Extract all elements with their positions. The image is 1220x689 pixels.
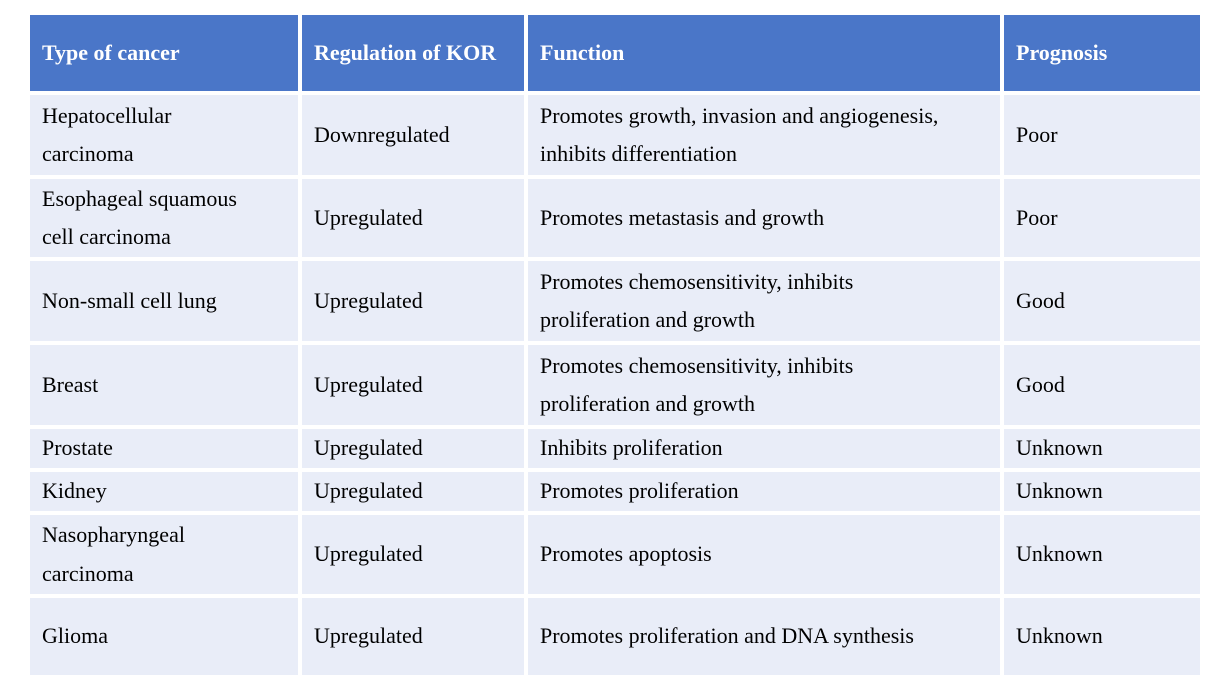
table-body: Hepatocellular carcinoma Downregulated Pro…	[30, 95, 1200, 675]
cell-prognosis: Unknown	[1004, 515, 1200, 594]
cell-cancer-type: Prostate	[30, 429, 298, 468]
cell-function: Promotes chemosensitivity, inhibits prol…	[528, 345, 1000, 425]
cell-function: Promotes proliferation	[528, 472, 1000, 511]
cell-prognosis: Good	[1004, 345, 1200, 425]
cell-prognosis: Unknown	[1004, 429, 1200, 468]
cell-regulation: Upregulated	[302, 515, 524, 594]
cell-function: Promotes apoptosis	[528, 515, 1000, 594]
kor-cancer-table: Type of cancer Regulation of KOR Functio…	[26, 11, 1204, 679]
cell-cancer-type: Non-small cell lung	[30, 261, 298, 341]
cell-regulation: Downregulated	[302, 95, 524, 175]
cell-regulation: Upregulated	[302, 261, 524, 341]
cell-regulation: Upregulated	[302, 179, 524, 257]
cell-function: Promotes metastasis and growth	[528, 179, 1000, 257]
cell-cancer-type: Esophageal squamous cell carcinoma	[30, 179, 298, 257]
cell-prognosis: Unknown	[1004, 472, 1200, 511]
cell-function: Inhibits proliferation	[528, 429, 1000, 468]
column-header-prognosis: Prognosis	[1004, 15, 1200, 91]
table-row: Esophageal squamous cell carcinoma Upregu…	[30, 179, 1200, 257]
cell-cancer-type: Kidney	[30, 472, 298, 511]
cell-regulation: Upregulated	[302, 472, 524, 511]
cell-prognosis: Poor	[1004, 95, 1200, 175]
cell-prognosis: Good	[1004, 261, 1200, 341]
table-row: Kidney Upregulated Promotes proliferation U…	[30, 472, 1200, 511]
table-row: Nasopharyngeal carcinoma Upregulated Promo…	[30, 515, 1200, 594]
cell-regulation: Upregulated	[302, 429, 524, 468]
cell-prognosis: Poor	[1004, 179, 1200, 257]
cell-cancer-type: Nasopharyngeal carcinoma	[30, 515, 298, 594]
column-header-regulation-of-kor: Regulation of KOR	[302, 15, 524, 91]
cell-function: Promotes chemosensitivity, inhibits prol…	[528, 261, 1000, 341]
cell-prognosis: Unknown	[1004, 598, 1200, 675]
table-row: Non-small cell lung Upregulated Promotes c…	[30, 261, 1200, 341]
cell-regulation: Upregulated	[302, 345, 524, 425]
column-header-type-of-cancer: Type of cancer	[30, 15, 298, 91]
cell-cancer-type: Glioma	[30, 598, 298, 675]
table-header: Type of cancer Regulation of KOR Functio…	[30, 15, 1200, 91]
header-row: Type of cancer Regulation of KOR Functio…	[30, 15, 1200, 91]
column-header-function: Function	[528, 15, 1000, 91]
cell-regulation: Upregulated	[302, 598, 524, 675]
table-row: Prostate Upregulated Inhibits proliferatio…	[30, 429, 1200, 468]
cell-function: Promotes growth, invasion and angiogenes…	[528, 95, 1000, 175]
cell-function: Promotes proliferation and DNA synthesis	[528, 598, 1000, 675]
table-row: Glioma Upregulated Promotes proliferation …	[30, 598, 1200, 675]
cell-cancer-type: Breast	[30, 345, 298, 425]
table-row: Hepatocellular carcinoma Downregulated Pro…	[30, 95, 1200, 175]
table-row: Breast Upregulated Promotes chemosensitivi…	[30, 345, 1200, 425]
cell-cancer-type: Hepatocellular carcinoma	[30, 95, 298, 175]
